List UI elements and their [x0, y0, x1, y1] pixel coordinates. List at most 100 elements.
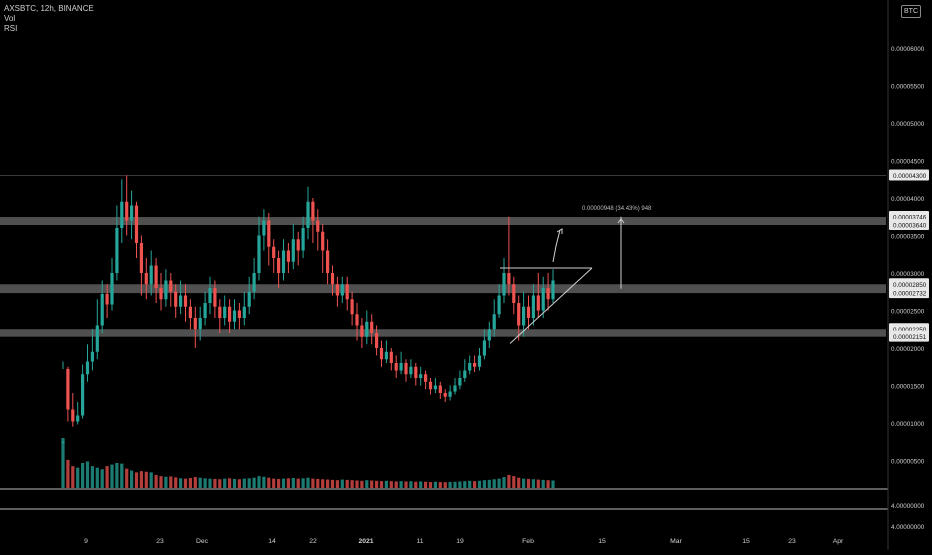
candle-body[interactable]	[375, 333, 379, 348]
candle-body[interactable]	[71, 409, 75, 422]
candle-body[interactable]	[105, 294, 109, 305]
candle-body[interactable]	[487, 329, 491, 341]
candle-body[interactable]	[198, 318, 202, 330]
candle-body[interactable]	[424, 374, 428, 382]
projection-arrow[interactable]	[552, 229, 561, 263]
candle-body[interactable]	[453, 385, 457, 392]
candle-body[interactable]	[267, 220, 271, 247]
candle-body[interactable]	[213, 288, 217, 307]
candle-body[interactable]	[409, 366, 413, 375]
candlesticks[interactable]	[61, 175, 555, 443]
candle-body[interactable]	[169, 280, 173, 292]
candle-body[interactable]	[252, 273, 256, 292]
candle-body[interactable]	[223, 306, 227, 318]
price-label-box[interactable]	[889, 287, 929, 299]
candle-body[interactable]	[306, 201, 310, 228]
candle-body[interactable]	[85, 361, 90, 375]
candle-body[interactable]	[183, 295, 188, 307]
candle-body[interactable]	[551, 280, 555, 300]
candle-body[interactable]	[110, 273, 114, 305]
candle-body[interactable]	[316, 220, 320, 232]
candle-body[interactable]	[61, 441, 65, 443]
triangle-bottom-line[interactable]	[509, 267, 593, 344]
candle-body[interactable]	[458, 378, 462, 386]
candle-body[interactable]	[277, 258, 281, 273]
candle-body[interactable]	[237, 310, 241, 319]
candle-body[interactable]	[370, 321, 374, 333]
candle-body[interactable]	[438, 385, 442, 394]
candle-body[interactable]	[536, 295, 540, 311]
candle-body[interactable]	[522, 306, 526, 326]
candle-body[interactable]	[443, 393, 447, 397]
candle-body[interactable]	[404, 363, 408, 375]
candle-body[interactable]	[179, 295, 183, 307]
price-label-box[interactable]	[889, 169, 929, 181]
candle-body[interactable]	[492, 314, 496, 330]
price-axis[interactable]: 0.00006000 0.00005500 0.00005000 0.00004500…	[889, 46, 929, 531]
candle-body[interactable]	[291, 239, 295, 262]
candle-body[interactable]	[130, 205, 134, 221]
candle-body[interactable]	[326, 250, 330, 274]
candle-body[interactable]	[203, 303, 207, 318]
candle-body[interactable]	[428, 381, 433, 390]
candle-body[interactable]	[149, 265, 153, 285]
candle-body[interactable]	[482, 340, 486, 356]
candle-body[interactable]	[399, 363, 403, 371]
candle-body[interactable]	[242, 306, 246, 318]
candle-body[interactable]	[531, 295, 535, 319]
candle-body[interactable]	[95, 325, 99, 352]
rsi-indicator-label[interactable]: RSI	[4, 24, 18, 33]
candle-body[interactable]	[340, 284, 344, 296]
candle-body[interactable]	[262, 220, 266, 236]
candle-body[interactable]	[257, 235, 261, 274]
candle-body[interactable]	[139, 243, 143, 273]
currency-badge[interactable]: BTC	[901, 5, 921, 18]
candle-body[interactable]	[159, 288, 163, 300]
candle-body[interactable]	[473, 363, 477, 367]
candle-body[interactable]	[311, 201, 315, 221]
candle-body[interactable]	[81, 374, 85, 416]
candle-body[interactable]	[512, 284, 516, 303]
candle-body[interactable]	[193, 318, 197, 330]
candle-body[interactable]	[497, 295, 501, 315]
candle-body[interactable]	[517, 303, 521, 326]
candle-body[interactable]	[350, 299, 354, 315]
candle-body[interactable]	[414, 366, 418, 378]
candle-body[interactable]	[188, 306, 192, 318]
candle-body[interactable]	[144, 273, 148, 285]
candle-body[interactable]	[389, 351, 393, 363]
candle-body[interactable]	[228, 306, 232, 322]
candle-body[interactable]	[507, 273, 511, 285]
candle-body[interactable]	[379, 348, 384, 360]
candle-body[interactable]	[66, 369, 70, 410]
candle-body[interactable]	[76, 415, 80, 422]
candle-body[interactable]	[115, 228, 119, 273]
candle-body[interactable]	[546, 288, 550, 300]
candle-body[interactable]	[463, 370, 467, 379]
candle-body[interactable]	[468, 363, 472, 371]
candle-body[interactable]	[286, 250, 290, 262]
candle-body[interactable]	[100, 294, 104, 326]
candle-body[interactable]	[448, 391, 452, 397]
candle-body[interactable]	[296, 239, 300, 251]
price-label-box[interactable]	[889, 330, 929, 342]
candle-body[interactable]	[125, 201, 129, 221]
candle-body[interactable]	[247, 291, 251, 307]
price-label-box[interactable]	[889, 219, 929, 230]
candle-body[interactable]	[541, 288, 545, 311]
drawing-annotations[interactable]: 0.00000948 (34.43%) 948	[500, 206, 652, 344]
candle-body[interactable]	[477, 355, 482, 367]
candle-body[interactable]	[433, 385, 437, 390]
symbol-title[interactable]: AXSBTC, 12h, BINANCE	[4, 4, 94, 13]
candle-body[interactable]	[365, 321, 369, 337]
candle-body[interactable]	[321, 231, 325, 251]
candle-body[interactable]	[345, 284, 349, 300]
volume-indicator-label[interactable]: Vol	[4, 14, 16, 23]
candle-body[interactable]	[330, 273, 335, 285]
candle-body[interactable]	[120, 201, 124, 228]
candle-body[interactable]	[360, 325, 364, 337]
candle-body[interactable]	[154, 265, 158, 289]
candle-body[interactable]	[281, 250, 286, 274]
candle-body[interactable]	[355, 314, 359, 326]
